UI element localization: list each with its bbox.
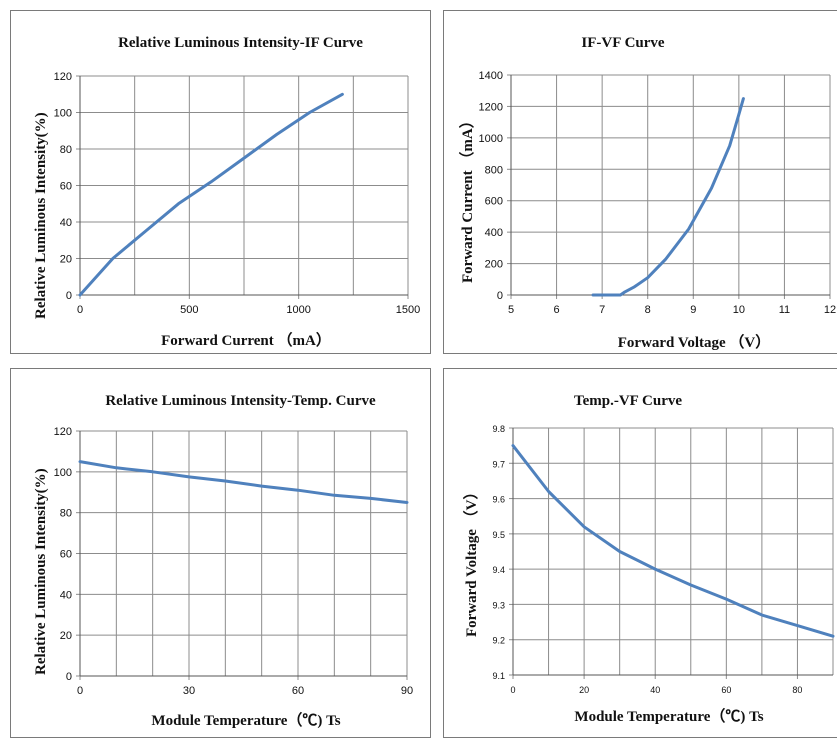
x-tick-label: 60 <box>721 685 731 695</box>
y-tick-label: 120 <box>54 71 72 83</box>
x-tick-label: 11 <box>779 304 790 316</box>
chart-panel-if-vf: IF-VF Curve Forward Current （mA） Forward… <box>443 10 837 354</box>
y-tick-label: 9.5 <box>492 530 505 540</box>
x-tick-label: 20 <box>579 685 589 695</box>
x-tick-label: 9 <box>690 304 696 316</box>
x-axis-label: Module Temperature（℃) Ts <box>574 709 764 725</box>
x-axis-label: Module Temperature（℃) Ts <box>151 713 341 729</box>
series-line <box>591 97 745 297</box>
x-tick-label: 500 <box>180 304 198 316</box>
x-tick-label: 6 <box>554 304 560 316</box>
y-tick-label: 20 <box>60 630 72 642</box>
x-tick-label: 40 <box>650 685 660 695</box>
y-tick-label: 60 <box>60 549 72 561</box>
y-tick-label: 0 <box>66 671 72 683</box>
y-tick-label: 1400 <box>479 70 503 82</box>
y-tick-label: 9.1 <box>492 671 505 681</box>
y-tick-label: 600 <box>485 196 503 208</box>
x-tick-label: 10 <box>733 304 745 316</box>
x-axis-label: Forward Current （mA） <box>161 333 331 349</box>
x-tick-label: 12 <box>824 304 836 316</box>
x-tick-label: 80 <box>792 685 802 695</box>
chart-panel-temp-vf: Temp.-VF Curve Forward Voltage （V） Modul… <box>443 368 837 738</box>
y-tick-label: 20 <box>60 254 72 266</box>
chart-title: Relative Luminous Intensity-Temp. Curve <box>105 393 376 409</box>
x-tick-label: 8 <box>645 304 651 316</box>
y-tick-label: 400 <box>485 227 503 239</box>
x-tick-label: 7 <box>599 304 605 316</box>
y-tick-label: 1200 <box>479 101 503 113</box>
y-tick-label: 9.4 <box>492 565 505 575</box>
x-tick-label: 5 <box>508 304 514 316</box>
x-axis-label: Forward Voltage （V） <box>617 335 771 351</box>
series-line <box>78 460 409 504</box>
y-tick-label: 80 <box>60 508 72 520</box>
y-tick-label: 40 <box>60 589 72 601</box>
y-tick-label: 60 <box>60 181 72 193</box>
x-tick-label: 1500 <box>396 304 420 316</box>
y-tick-label: 100 <box>54 108 72 120</box>
y-tick-label: 100 <box>54 467 72 479</box>
y-tick-label: 9.6 <box>492 495 505 505</box>
series-line <box>78 92 344 297</box>
x-tick-label: 0 <box>510 685 515 695</box>
y-tick-label: 200 <box>485 259 503 271</box>
y-tick-label: 1000 <box>479 133 503 145</box>
x-tick-label: 0 <box>77 304 83 316</box>
y-tick-label: 9.7 <box>492 459 505 469</box>
y-tick-label: 80 <box>60 144 72 156</box>
x-tick-label: 60 <box>292 685 304 697</box>
y-tick-label: 9.2 <box>492 636 505 646</box>
y-tick-label: 9.3 <box>492 600 505 610</box>
chart-title: Temp.-VF Curve <box>573 393 683 409</box>
x-tick-label: 1000 <box>286 304 310 316</box>
x-tick-label: 0 <box>77 685 83 697</box>
x-tick-label: 30 <box>183 685 195 697</box>
y-tick-label: 40 <box>60 217 72 229</box>
y-tick-label: 120 <box>54 426 72 438</box>
y-tick-label: 0 <box>497 290 503 302</box>
y-tick-label: 800 <box>485 164 503 176</box>
y-tick-label: 9.8 <box>492 424 505 434</box>
chart-title: IF-VF Curve <box>581 35 665 51</box>
x-tick-label: 90 <box>401 685 413 697</box>
series-line <box>511 444 835 638</box>
chart-title: Relative Luminous Intensity-IF Curve <box>118 35 363 51</box>
y-tick-label: 0 <box>66 290 72 302</box>
